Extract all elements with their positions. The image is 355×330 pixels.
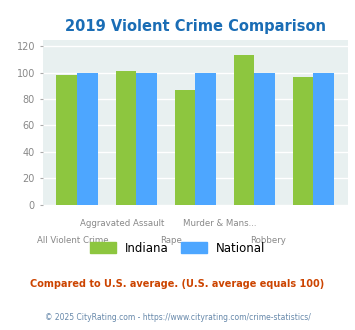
Text: Compared to U.S. average. (U.S. average equals 100): Compared to U.S. average. (U.S. average …	[31, 279, 324, 289]
Text: Robbery: Robbery	[251, 236, 286, 245]
Bar	[195, 73, 216, 205]
Bar	[234, 55, 254, 205]
Legend: Indiana, National: Indiana, National	[85, 237, 270, 259]
Bar	[175, 90, 195, 205]
Title: 2019 Violent Crime Comparison: 2019 Violent Crime Comparison	[65, 19, 326, 34]
Text: All Violent Crime: All Violent Crime	[37, 236, 109, 245]
Text: Aggravated Assault: Aggravated Assault	[80, 219, 164, 228]
Bar	[313, 73, 334, 205]
Text: Murder & Mans...: Murder & Mans...	[183, 219, 256, 228]
Bar	[293, 77, 313, 205]
Text: © 2025 CityRating.com - https://www.cityrating.com/crime-statistics/: © 2025 CityRating.com - https://www.city…	[45, 313, 310, 322]
Text: Rape: Rape	[160, 236, 182, 245]
Bar	[56, 75, 77, 205]
Bar	[115, 71, 136, 205]
Bar	[254, 73, 275, 205]
Bar	[77, 73, 98, 205]
Bar	[136, 73, 157, 205]
